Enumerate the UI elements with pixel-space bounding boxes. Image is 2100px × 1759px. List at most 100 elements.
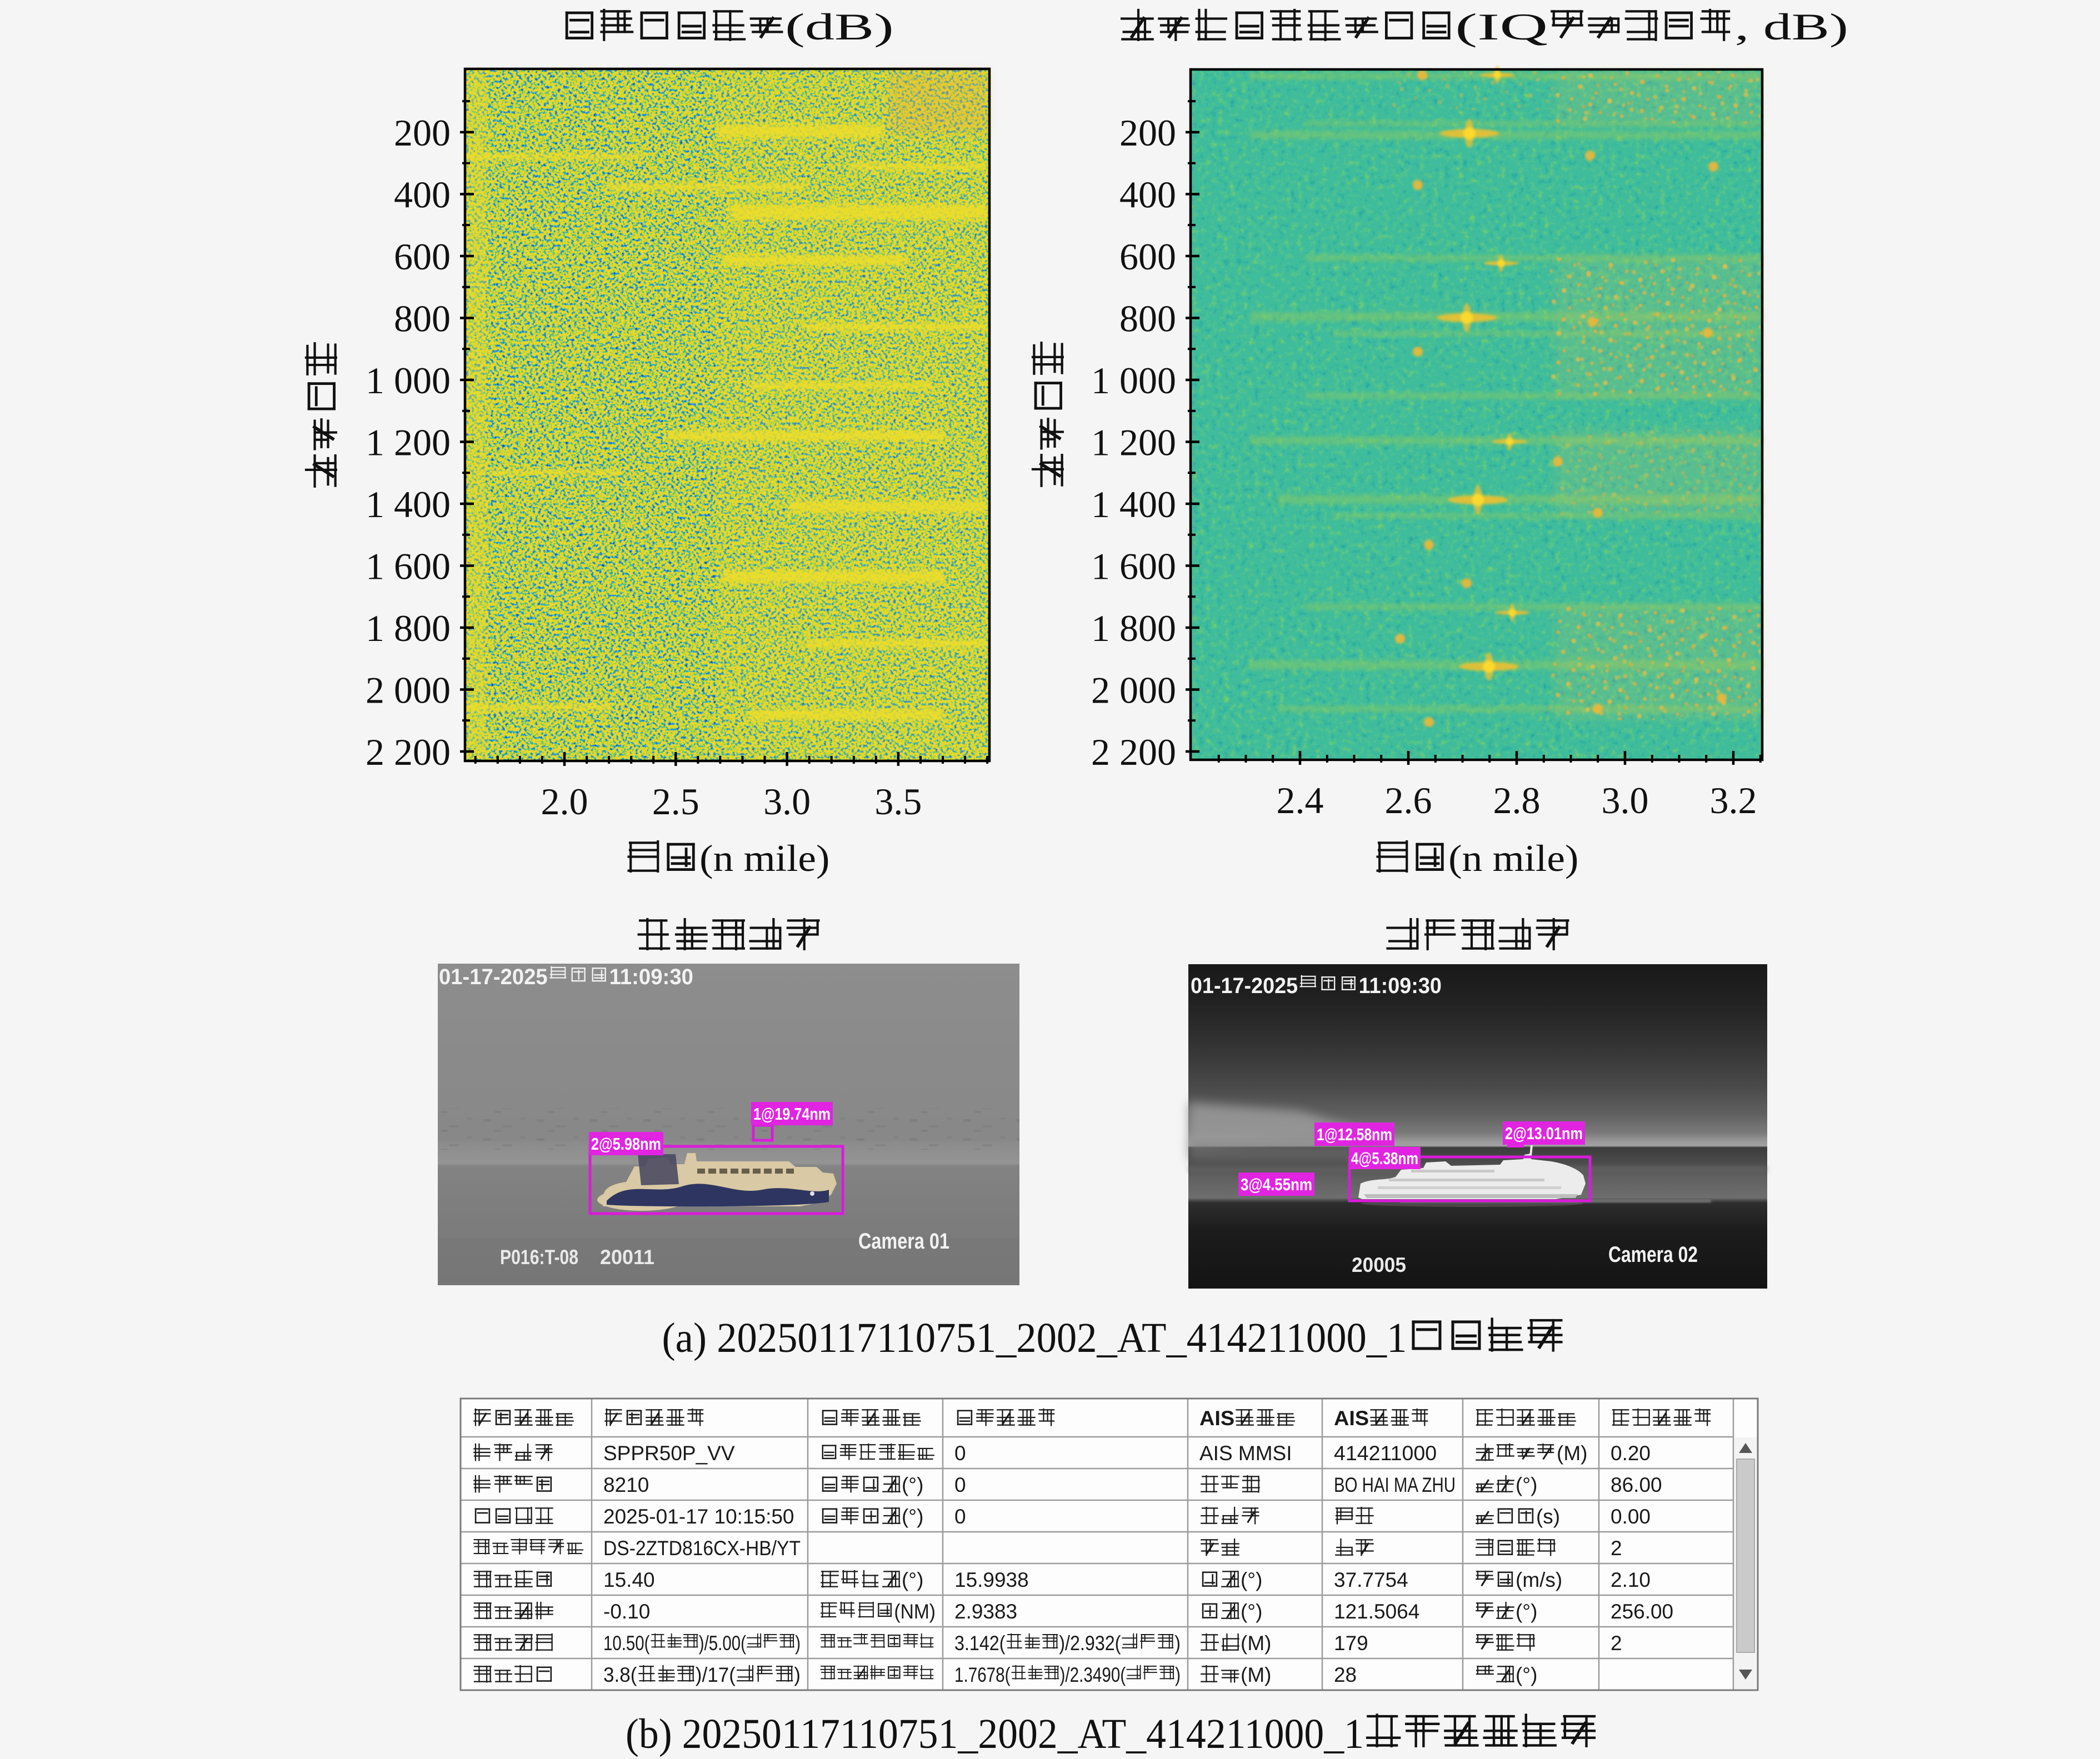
svg-text:0: 0 bbox=[954, 1505, 966, 1528]
svg-text:3.2: 3.2 bbox=[1710, 779, 1757, 821]
svg-text:179: 179 bbox=[1334, 1632, 1368, 1655]
svg-text:400: 400 bbox=[1119, 174, 1176, 216]
svg-text:2.9383: 2.9383 bbox=[954, 1600, 1017, 1623]
svg-text:)/2.932(: )/2.932( bbox=[1059, 1632, 1121, 1655]
svg-text:2 000: 2 000 bbox=[366, 669, 451, 711]
svg-text:2.5: 2.5 bbox=[652, 780, 699, 823]
svg-text:1 400: 1 400 bbox=[366, 483, 451, 525]
svg-text:DS-2ZTD816CX-HB/YT: DS-2ZTD816CX-HB/YT bbox=[603, 1537, 801, 1560]
svg-text:11:09:30: 11:09:30 bbox=[609, 965, 693, 989]
svg-text:15.9938: 15.9938 bbox=[954, 1568, 1029, 1591]
svg-text:20011: 20011 bbox=[600, 1246, 654, 1269]
svg-text:1@19.74nm: 1@19.74nm bbox=[753, 1104, 831, 1124]
svg-text:2 200: 2 200 bbox=[366, 731, 451, 773]
svg-text:3.5: 3.5 bbox=[874, 780, 922, 823]
svg-text:(°): (°) bbox=[1241, 1568, 1262, 1591]
svg-text:(b) 20250117110751_2002_AT_414: (b) 20250117110751_2002_AT_414211000_1 bbox=[626, 1711, 1364, 1757]
svg-text:0: 0 bbox=[954, 1442, 966, 1465]
svg-text:0.20: 0.20 bbox=[1611, 1442, 1651, 1465]
svg-text:)/2.3490(: )/2.3490( bbox=[1060, 1663, 1126, 1686]
svg-text:(IQ: (IQ bbox=[1455, 6, 1548, 48]
svg-text:600: 600 bbox=[1119, 235, 1176, 278]
svg-text:(M): (M) bbox=[1241, 1663, 1272, 1686]
svg-text:(°): (°) bbox=[1516, 1663, 1537, 1686]
svg-text:01-17-2025: 01-17-2025 bbox=[439, 965, 548, 989]
svg-text:1.7678(: 1.7678( bbox=[954, 1663, 1011, 1686]
svg-text:(M): (M) bbox=[1557, 1442, 1588, 1465]
svg-text:3.0: 3.0 bbox=[1602, 779, 1649, 821]
svg-text:414211000: 414211000 bbox=[1334, 1442, 1437, 1465]
svg-text:(°): (°) bbox=[1241, 1600, 1262, 1623]
svg-text:AIS MMSI: AIS MMSI bbox=[1199, 1442, 1292, 1465]
svg-text:15.40: 15.40 bbox=[603, 1568, 655, 1591]
svg-text:1 800: 1 800 bbox=[1091, 607, 1176, 649]
svg-text:1 000: 1 000 bbox=[1091, 359, 1176, 402]
svg-text:800: 800 bbox=[1119, 298, 1176, 340]
svg-text:4@5.38nm: 4@5.38nm bbox=[1351, 1149, 1418, 1168]
svg-text:2@5.98nm: 2@5.98nm bbox=[591, 1134, 661, 1154]
svg-text:11:09:30: 11:09:30 bbox=[1359, 974, 1442, 998]
svg-text:600: 600 bbox=[394, 235, 451, 278]
svg-text:P016:T-08: P016:T-08 bbox=[500, 1246, 578, 1269]
svg-text:400: 400 bbox=[394, 174, 451, 216]
svg-text:2 200: 2 200 bbox=[1091, 731, 1176, 773]
svg-text:37.7754: 37.7754 bbox=[1334, 1568, 1408, 1591]
svg-text:2.10: 2.10 bbox=[1611, 1568, 1651, 1591]
svg-text:(M): (M) bbox=[1241, 1632, 1272, 1655]
svg-text:1 800: 1 800 bbox=[366, 607, 451, 649]
svg-text:2: 2 bbox=[1611, 1537, 1622, 1560]
svg-text:1 200: 1 200 bbox=[1091, 422, 1176, 464]
svg-text:1 400: 1 400 bbox=[1091, 483, 1176, 525]
svg-text:2025-01-17 10:15:50: 2025-01-17 10:15:50 bbox=[603, 1505, 794, 1528]
svg-text:2.0: 2.0 bbox=[541, 780, 588, 823]
svg-text:)/17(: )/17( bbox=[696, 1663, 736, 1686]
svg-text:2.8: 2.8 bbox=[1493, 779, 1541, 821]
svg-text:10.50(: 10.50( bbox=[603, 1632, 650, 1655]
svg-text:200: 200 bbox=[394, 112, 451, 154]
svg-text:1 000: 1 000 bbox=[366, 359, 451, 402]
svg-text:01-17-2025: 01-17-2025 bbox=[1191, 974, 1298, 998]
svg-text:3.0: 3.0 bbox=[763, 780, 811, 823]
svg-text:BO HAI MA ZHU: BO HAI MA ZHU bbox=[1334, 1474, 1456, 1496]
svg-text:20005: 20005 bbox=[1352, 1254, 1406, 1276]
svg-text:(°): (°) bbox=[1516, 1474, 1537, 1496]
svg-text:121.5064: 121.5064 bbox=[1334, 1600, 1419, 1623]
svg-text:(°): (°) bbox=[902, 1568, 923, 1591]
svg-text:3@4.55nm: 3@4.55nm bbox=[1241, 1175, 1312, 1194]
svg-text:)/5.00(: )/5.00( bbox=[699, 1632, 747, 1655]
svg-text:AIS: AIS bbox=[1334, 1407, 1369, 1430]
svg-text:(m/s): (m/s) bbox=[1516, 1568, 1562, 1591]
svg-text:(NM): (NM) bbox=[894, 1600, 936, 1623]
svg-text:2 000: 2 000 bbox=[1091, 669, 1176, 711]
svg-text:200: 200 bbox=[1119, 112, 1176, 154]
svg-text:Camera 02: Camera 02 bbox=[1608, 1242, 1698, 1267]
svg-text:2.4: 2.4 bbox=[1277, 779, 1324, 821]
svg-text:): ) bbox=[1174, 1632, 1181, 1655]
svg-text:-0.10: -0.10 bbox=[603, 1600, 650, 1623]
svg-text:(n mile): (n mile) bbox=[1448, 837, 1578, 879]
svg-text:(°): (°) bbox=[902, 1505, 923, 1528]
svg-text:(s): (s) bbox=[1536, 1505, 1560, 1528]
svg-text:(a) 20250117110751_2002_AT_414: (a) 20250117110751_2002_AT_414211000_1 bbox=[662, 1315, 1407, 1361]
svg-text:3.142(: 3.142( bbox=[954, 1632, 1006, 1655]
svg-text:1@12.58nm: 1@12.58nm bbox=[1317, 1125, 1392, 1144]
svg-text:(°): (°) bbox=[902, 1474, 923, 1496]
svg-text:0: 0 bbox=[954, 1474, 966, 1496]
svg-text:(dB): (dB) bbox=[785, 6, 894, 48]
svg-text:1 200: 1 200 bbox=[366, 422, 451, 464]
svg-text:): ) bbox=[795, 1632, 801, 1655]
svg-text:3.8(: 3.8( bbox=[603, 1663, 637, 1686]
svg-text:AIS: AIS bbox=[1199, 1407, 1234, 1430]
svg-text:0.00: 0.00 bbox=[1611, 1505, 1651, 1528]
svg-text:86.00: 86.00 bbox=[1611, 1474, 1662, 1496]
svg-text:SPPR50P_VV: SPPR50P_VV bbox=[603, 1442, 735, 1465]
svg-text:(°): (°) bbox=[1516, 1600, 1537, 1623]
svg-text:2@13.01nm: 2@13.01nm bbox=[1505, 1124, 1583, 1143]
svg-text:Camera 01: Camera 01 bbox=[858, 1229, 949, 1254]
svg-text:, dB): , dB) bbox=[1735, 6, 1848, 48]
svg-text:(n mile): (n mile) bbox=[699, 837, 829, 879]
svg-text:256.00: 256.00 bbox=[1611, 1600, 1673, 1623]
svg-text:2: 2 bbox=[1611, 1632, 1622, 1655]
svg-text:1 600: 1 600 bbox=[366, 545, 451, 588]
svg-text:8210: 8210 bbox=[603, 1474, 649, 1496]
